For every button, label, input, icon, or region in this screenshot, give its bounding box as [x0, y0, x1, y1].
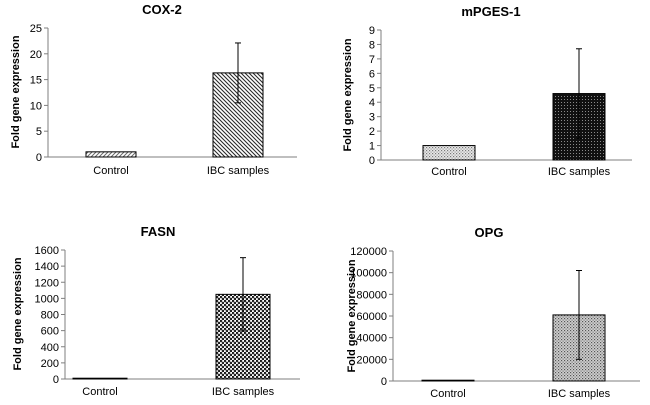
y-tick-label: 8: [369, 39, 375, 51]
chart-panel-0: COX-2 Fold gene expression 0 5 10 15 20 25 Contr…: [10, 2, 297, 177]
y-tick-label: 25: [30, 23, 42, 35]
y-tick-label: 120000: [350, 246, 387, 258]
y-tick-label: 0: [53, 374, 59, 386]
y-tick-label: 800: [41, 310, 59, 322]
bar-control: [85, 151, 137, 158]
x-category-label: Control: [431, 166, 466, 178]
chart-panel-3: OPG Fold gene expression 0 20000 40000 60000 8…: [346, 225, 640, 400]
chart-title: COX-2: [142, 2, 182, 17]
y-tick-label: 6: [369, 68, 375, 80]
bar-control: [72, 377, 128, 380]
x-category-label: Control: [82, 386, 117, 398]
y-tick-label: 9: [369, 25, 375, 37]
y-tick-label: 4: [369, 97, 375, 109]
y-tick-label: 2: [369, 126, 375, 138]
y-tick-label: 5: [369, 83, 375, 95]
bar-control: [421, 379, 475, 382]
y-axis-label: Fold gene expression: [10, 35, 22, 148]
y-tick-label: 1200: [35, 277, 59, 289]
chart-title: mPGES-1: [461, 4, 520, 19]
y-tick-label: 10: [30, 100, 42, 112]
y-tick-label: 1: [369, 141, 375, 153]
y-tick-label: 0: [36, 152, 42, 164]
y-tick-label: 15: [30, 75, 42, 87]
y-tick-label: 1000: [35, 293, 59, 305]
chart-panel-1: mPGES-1 Fold gene expression 0 1 2 3 4 5 6 7 8 9 Con…: [342, 4, 632, 178]
y-tick-label: 400: [41, 342, 59, 354]
x-category-label: Control: [430, 388, 465, 400]
chart-title: FASN: [141, 224, 176, 239]
x-category-label: Control: [93, 165, 128, 177]
x-category-label: IBC samples: [548, 388, 611, 400]
y-tick-label: 3: [369, 112, 375, 124]
x-category-label: IBC samples: [212, 386, 275, 398]
y-tick-label: 100000: [350, 268, 387, 280]
bar-control: [422, 145, 476, 161]
chart-panel-2: FASN Fold gene expression 0 200 400 600 800 100…: [12, 224, 300, 398]
y-tick-label: 200: [41, 358, 59, 370]
y-tick-label: 7: [369, 54, 375, 66]
y-tick-label: 20: [30, 49, 42, 61]
x-category-label: IBC samples: [548, 166, 611, 178]
y-tick-label: 0: [369, 155, 375, 167]
y-axis-label: Fold gene expression: [342, 38, 354, 151]
y-tick-label: 1400: [35, 261, 59, 273]
chart-title: OPG: [475, 225, 504, 240]
y-tick-label: 5: [36, 126, 42, 138]
x-category-label: IBC samples: [207, 165, 270, 177]
y-tick-label: 60000: [356, 311, 387, 323]
y-tick-label: 600: [41, 326, 59, 338]
y-tick-label: 80000: [356, 289, 387, 301]
y-tick-label: 1600: [35, 245, 59, 257]
y-tick-label: 40000: [356, 333, 387, 345]
y-axis-label: Fold gene expression: [12, 257, 24, 370]
y-tick-label: 0: [381, 376, 387, 388]
y-axis-label: Fold gene expression: [346, 259, 358, 372]
y-tick-label: 20000: [356, 354, 387, 366]
